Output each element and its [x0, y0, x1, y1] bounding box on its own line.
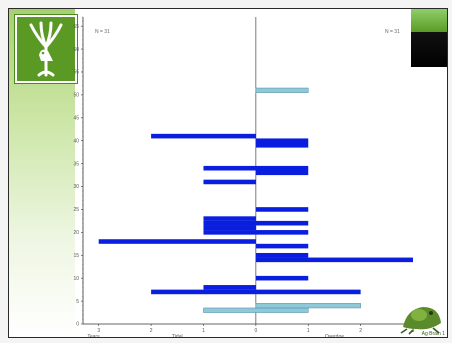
y-tick-label: 25	[73, 207, 79, 213]
y-tick-label: 10	[73, 276, 79, 282]
bar	[98, 239, 256, 244]
x-tick-label: 1	[307, 328, 310, 334]
y-tick-label: 50	[73, 93, 79, 99]
x-tick-label: 0	[254, 328, 257, 334]
bar	[203, 179, 256, 185]
y-tick-label: 15	[73, 253, 79, 259]
n-left-label: N = 31	[95, 29, 110, 35]
bar	[151, 289, 361, 295]
top-right-banner	[411, 9, 447, 67]
y-tick-label: 30	[73, 184, 79, 190]
frog-logo-icon	[399, 295, 445, 335]
tree-logo-icon	[15, 15, 77, 83]
bar	[255, 170, 309, 176]
y-tick-label: 65	[73, 24, 79, 30]
bar	[255, 275, 309, 281]
bar	[203, 165, 256, 171]
bar	[151, 133, 256, 139]
bar	[203, 220, 256, 226]
bar	[255, 138, 309, 144]
bar	[255, 220, 309, 226]
chart-panel: 051015202530354045505560653210123TearsTi…	[8, 8, 448, 338]
bar	[255, 87, 309, 93]
bar	[255, 252, 309, 258]
y-tick-label: 20	[73, 230, 79, 236]
y-tick-label: 35	[73, 161, 79, 167]
bar	[203, 230, 256, 235]
bar	[203, 307, 309, 313]
bar	[255, 143, 309, 148]
y-tick-label: 60	[73, 47, 79, 53]
bar-chart: 051015202530354045505560653210123TearsTi…	[73, 16, 415, 337]
bar	[255, 303, 361, 309]
x-axis-group-label: Overdoe	[325, 334, 344, 337]
bar	[255, 243, 309, 249]
bar	[255, 230, 309, 235]
y-tick-label: 45	[73, 116, 79, 122]
bar	[203, 285, 256, 290]
bar	[255, 207, 309, 212]
x-tick-label: 2	[359, 328, 362, 334]
y-tick-label: 5	[76, 299, 79, 305]
y-tick-label: 0	[76, 322, 79, 328]
bar	[203, 216, 256, 221]
y-tick-label: 40	[73, 138, 79, 144]
x-tick-label: 3	[97, 328, 100, 334]
y-tick-label: 55	[73, 70, 79, 76]
bar	[203, 225, 256, 231]
n-right-label: N = 31	[385, 29, 400, 35]
brand-caption: Ag Brain 1	[421, 331, 445, 337]
x-tick-label: 2	[150, 328, 153, 334]
x-tick-label: 1	[202, 328, 205, 334]
bar	[255, 257, 413, 263]
x-axis-group-label: Tears	[87, 334, 100, 337]
x-axis-group-label: Tidal	[172, 334, 183, 337]
bar	[255, 165, 309, 171]
